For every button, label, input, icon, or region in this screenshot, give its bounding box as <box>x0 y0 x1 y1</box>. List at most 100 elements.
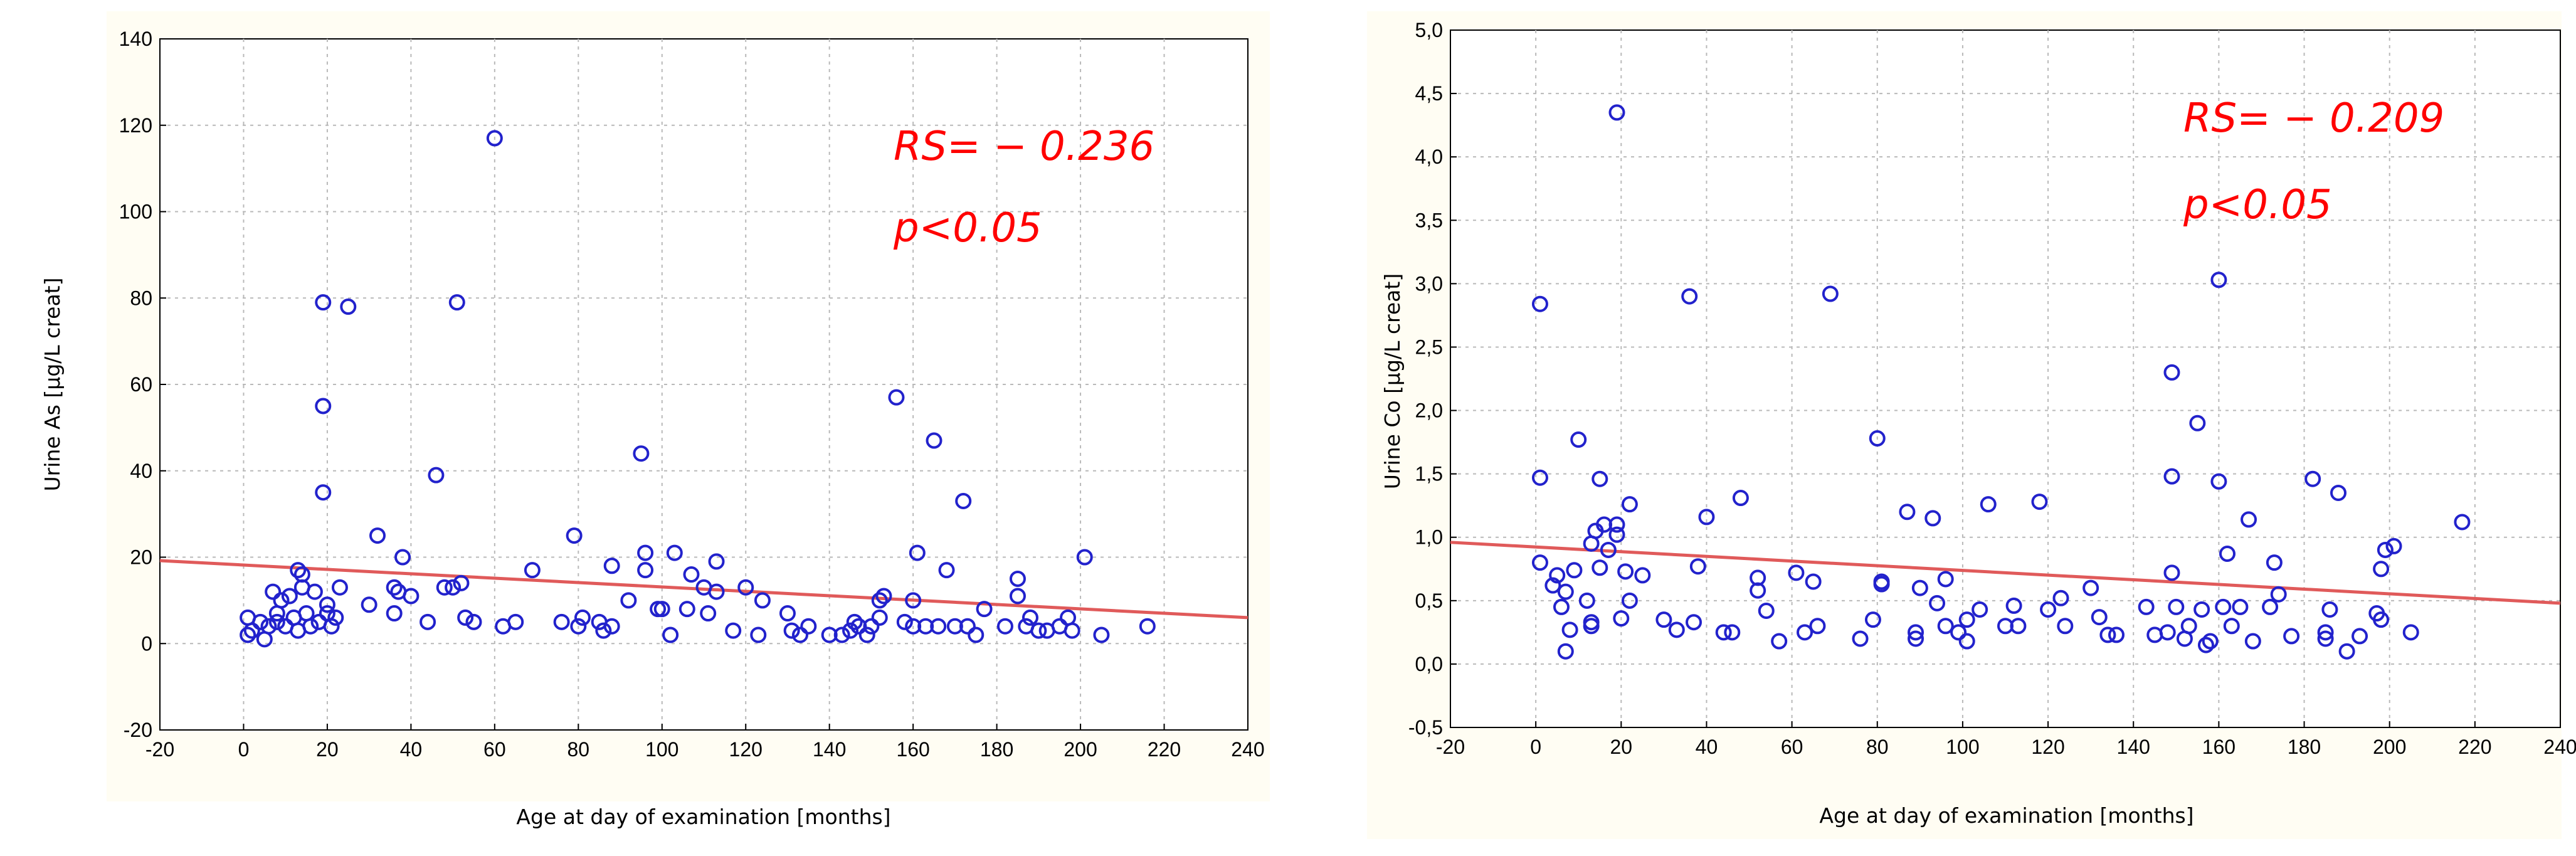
scatter-point <box>2163 364 2180 381</box>
scatter-point <box>2373 611 2390 628</box>
scatter-point <box>302 618 319 635</box>
scatter-point <box>448 294 465 311</box>
scatter-point <box>2262 598 2279 615</box>
scatter-point <box>846 613 863 630</box>
scatter-point <box>1570 431 1587 448</box>
scatter-point <box>2091 609 2108 626</box>
scatter-point <box>976 601 993 618</box>
scatter-point <box>465 613 482 630</box>
scatter-point <box>445 579 462 596</box>
scatter-point <box>637 544 654 561</box>
scatter-point <box>1064 622 1080 639</box>
y-tick-label: 20 <box>130 546 152 569</box>
scatter-point <box>2266 554 2283 571</box>
scatter-point <box>1608 104 1625 121</box>
scatter-point <box>1531 554 1548 571</box>
x-tick-label: 240 <box>1231 738 1264 761</box>
scatter-point <box>930 618 947 635</box>
scatter-point <box>386 579 403 596</box>
scatter-point <box>1531 295 1548 312</box>
scatter-point <box>566 527 583 544</box>
urine-as-chart-svg: -20 0 20 40 60 80 100 120 140 160 180 200 220 240 -20 0… <box>40 11 1270 829</box>
scatter-point <box>666 544 683 561</box>
x-tick-label: -20 <box>145 738 174 761</box>
scatter-point <box>1873 576 1890 593</box>
scatter-point <box>369 527 386 544</box>
scatter-point <box>2057 618 2074 635</box>
scatter-point <box>783 622 800 639</box>
scatter-point <box>315 484 332 501</box>
y-tick-label: 60 <box>130 373 152 396</box>
scatter-point <box>331 579 348 596</box>
scatter-point <box>2031 494 2048 510</box>
scatter-point <box>1908 624 1924 641</box>
scatter-point <box>959 618 976 635</box>
scatter-point <box>394 549 411 566</box>
scatter-point <box>1668 621 1685 638</box>
scatter-point <box>1592 559 1608 576</box>
scatter-point <box>1686 614 1702 631</box>
scatter-point <box>1771 633 1788 650</box>
scatter-point <box>909 544 926 561</box>
scatter-point <box>2244 633 2261 650</box>
scatter-point <box>1009 570 1026 587</box>
urine-co-chart-svg: -20 0 20 40 60 80 100 120 140 160 180 200 220 240 -0,5… <box>1367 11 2576 839</box>
scatter-point <box>252 613 269 630</box>
scatter-point <box>725 622 742 639</box>
scatter-point <box>1139 618 1156 635</box>
scatter-point <box>968 626 984 643</box>
scatter-point <box>327 609 344 626</box>
scatter-point <box>1788 564 1805 581</box>
scatter-point <box>637 562 654 579</box>
scatter-point <box>570 618 587 635</box>
scatter-point <box>2180 618 2197 635</box>
y-tick-label: 0,0 <box>1415 653 1443 675</box>
scatter-point <box>2210 473 2227 490</box>
scatter-point <box>386 605 403 622</box>
scatter-point <box>1617 563 1634 580</box>
scatter-point <box>1681 288 1698 305</box>
scatter-point <box>1076 549 1093 566</box>
scatter-point <box>603 618 620 635</box>
scatter-point <box>1899 504 1916 520</box>
scatter-point <box>315 398 332 415</box>
x-tick-label: -20 <box>1436 736 1465 758</box>
scatter-point <box>2159 624 2176 641</box>
scatter-point <box>896 613 913 630</box>
x-tick-label: 200 <box>2373 736 2406 758</box>
regression-line <box>1450 541 2561 605</box>
x-tick-label: 0 <box>238 738 250 761</box>
scatter-point <box>2241 511 2257 528</box>
x-tick-label: 20 <box>1610 736 1633 758</box>
scatter-point <box>2197 637 2214 653</box>
scatter-point <box>436 579 453 596</box>
scatter-point <box>1544 577 1561 594</box>
scatter-point <box>1592 470 1608 487</box>
scatter-point <box>996 618 1013 635</box>
scatter-point <box>273 592 290 609</box>
x-tick-label: 60 <box>1781 736 1803 758</box>
scatter-point <box>1929 594 1946 611</box>
scatter-point <box>1797 624 1813 641</box>
scatter-point <box>2108 626 2125 643</box>
scatter-point <box>1608 516 1625 533</box>
scatter-point <box>662 626 679 643</box>
scatter-point <box>871 609 888 626</box>
scatter-point <box>2005 597 2022 614</box>
scatter-point <box>683 566 700 583</box>
y-tick-label: 3,0 <box>1415 272 1443 295</box>
p-value-annotation: p<0.05 <box>2183 182 2332 228</box>
scatter-point <box>2040 601 2057 618</box>
scatter-point <box>2168 598 2185 615</box>
y-tick-label: 5,0 <box>1415 19 1443 41</box>
scatter-point <box>1531 469 1548 486</box>
scatter-point <box>1937 618 1954 635</box>
scatter-point <box>833 626 850 643</box>
y-tick-label: 0 <box>141 632 152 655</box>
scatter-point <box>2099 626 2116 643</box>
scatter-point <box>1758 602 1775 619</box>
scatter-point <box>1852 630 1869 647</box>
x-tick-label: 60 <box>483 738 506 761</box>
scatter-point <box>791 626 808 643</box>
scatter-point <box>281 588 298 605</box>
